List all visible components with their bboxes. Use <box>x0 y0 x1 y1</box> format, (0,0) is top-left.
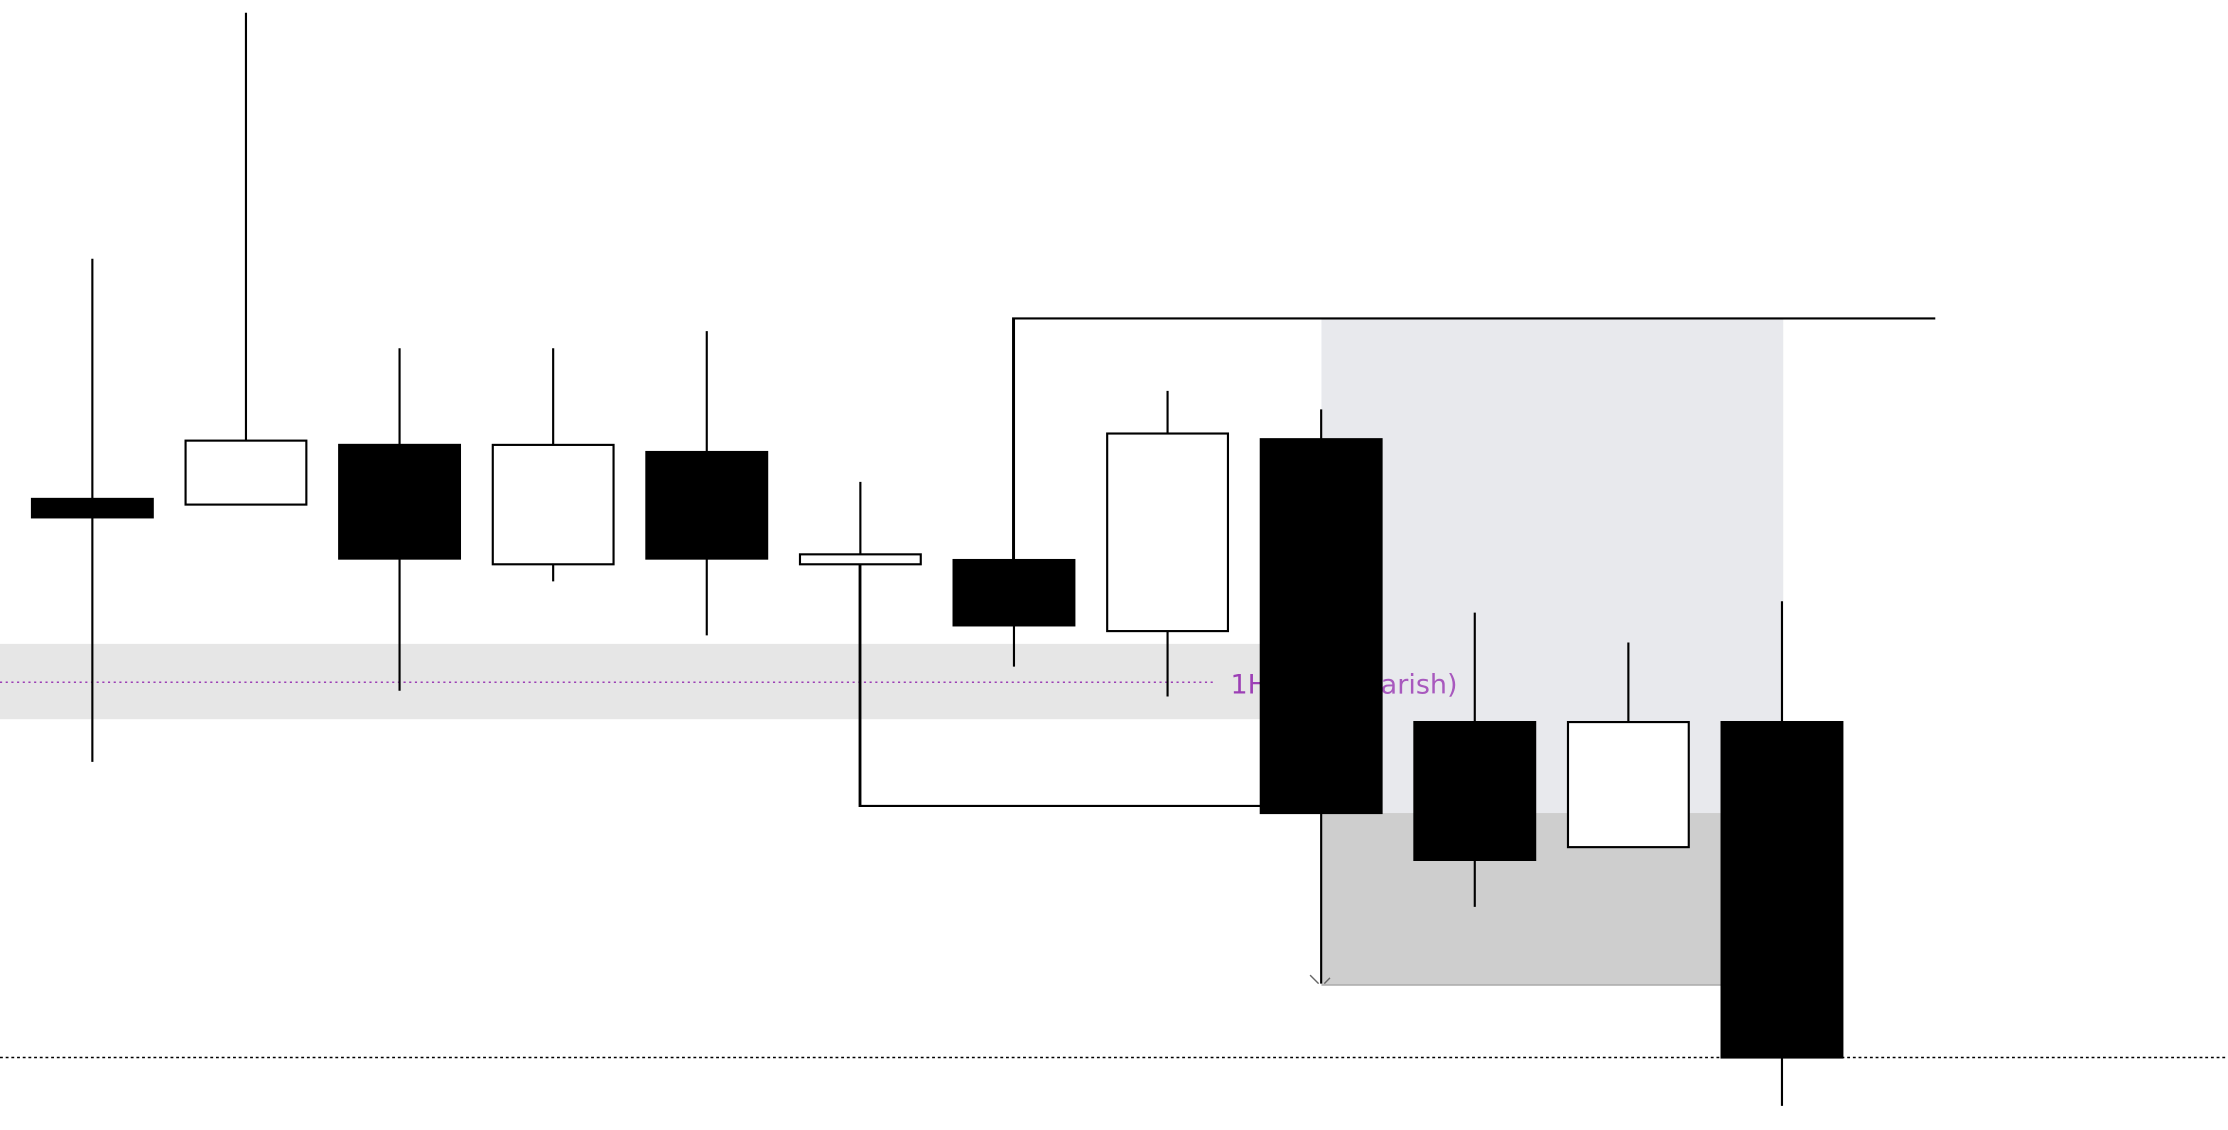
bullish-candle-body <box>1566 720 1690 849</box>
bearish-candle-body <box>645 450 769 560</box>
supply-zone-box <box>1321 318 1784 814</box>
demand-zone-box <box>1321 813 1784 986</box>
arrow-marker-icon <box>1309 974 1331 985</box>
bullish-candle-body <box>1106 432 1230 633</box>
bearish-candle-body <box>30 497 154 519</box>
bullish-candle-body <box>491 443 615 566</box>
bearish-candle-body <box>338 443 462 560</box>
bullish-candle-body <box>798 553 922 566</box>
bearish-candle-body <box>1259 438 1383 815</box>
bearish-candle-body <box>952 558 1076 627</box>
bullish-candle-body <box>184 439 308 506</box>
bearish-candle-body <box>1720 720 1844 1059</box>
bearish-candle-body <box>1413 720 1537 862</box>
